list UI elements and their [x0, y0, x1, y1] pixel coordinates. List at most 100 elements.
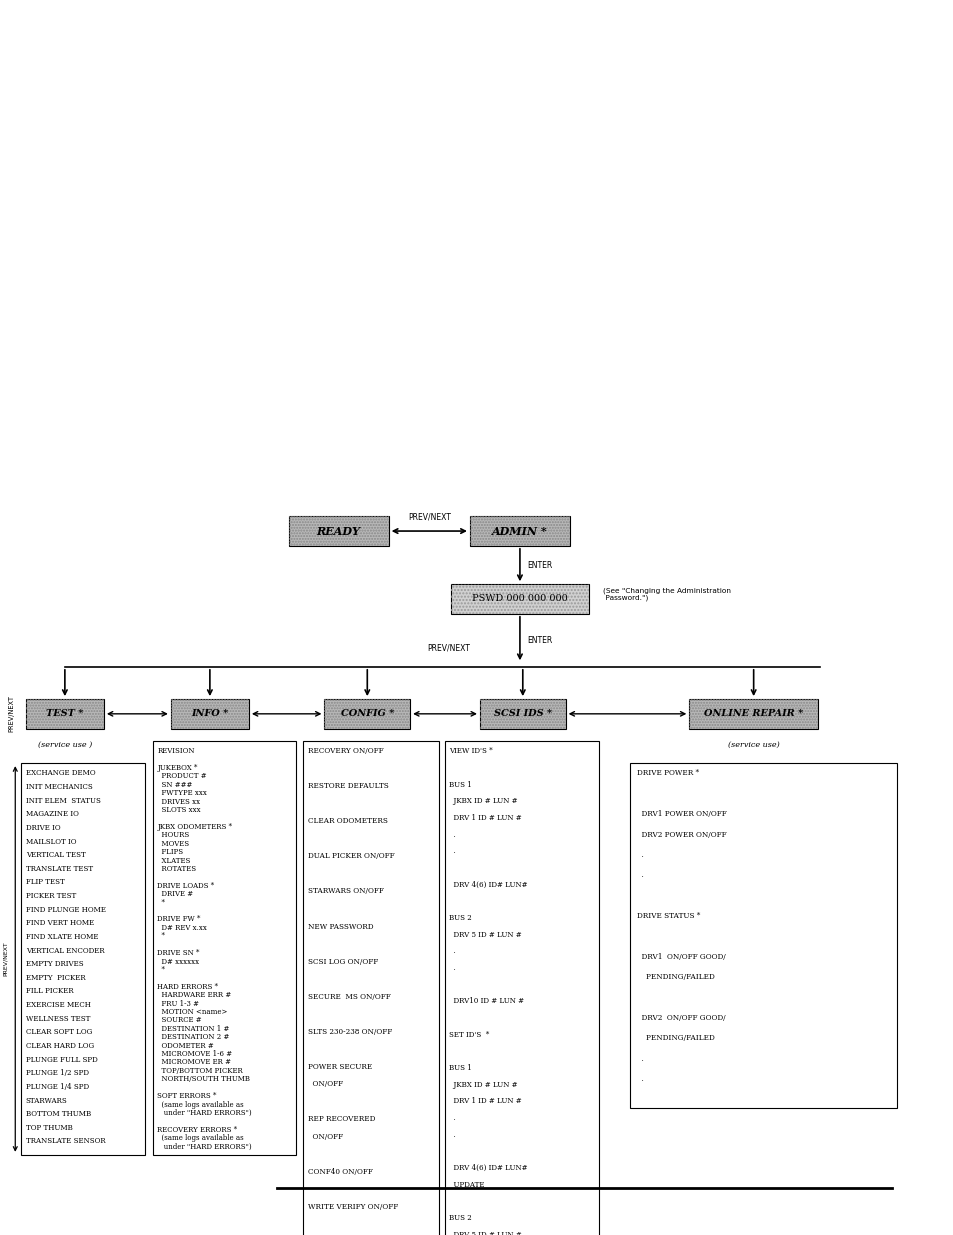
Text: ON/OFF: ON/OFF: [308, 1081, 343, 1088]
Bar: [688, 699, 818, 729]
Text: VERTICAL TEST: VERTICAL TEST: [26, 851, 86, 860]
Text: .: .: [449, 1131, 456, 1139]
Text: .: .: [449, 847, 456, 855]
Text: JKBX ID # LUN #: JKBX ID # LUN #: [449, 1081, 517, 1088]
Text: .: .: [449, 831, 456, 839]
Text: PREV/NEXT: PREV/NEXT: [3, 941, 9, 977]
Text: WRITE VERIFY ON/OFF: WRITE VERIFY ON/OFF: [308, 1203, 398, 1212]
Bar: [451, 584, 589, 614]
Bar: [152, 741, 295, 1155]
Text: CLEAR HARD LOG: CLEAR HARD LOG: [26, 1042, 93, 1050]
Text: DRV2 POWER ON/OFF: DRV2 POWER ON/OFF: [637, 831, 726, 839]
Text: SCSI LOG ON/OFF: SCSI LOG ON/OFF: [308, 957, 378, 966]
Text: DRV2  ON/OFF GOOD/: DRV2 ON/OFF GOOD/: [637, 1014, 725, 1021]
Text: MOTION <name>: MOTION <name>: [157, 1008, 228, 1016]
Text: MAILSLOT IO: MAILSLOT IO: [26, 837, 76, 846]
Text: EXERCISE MECH: EXERCISE MECH: [26, 1002, 91, 1009]
Text: BOTTOM THUMB: BOTTOM THUMB: [26, 1110, 91, 1118]
Text: DRIVE IO: DRIVE IO: [26, 824, 60, 832]
Text: BUS 1: BUS 1: [449, 781, 472, 788]
Text: REVISION: REVISION: [157, 747, 194, 755]
Text: PICKER TEST: PICKER TEST: [26, 892, 76, 900]
Bar: [288, 516, 389, 546]
Text: HARD ERRORS *: HARD ERRORS *: [157, 983, 218, 990]
Text: BUS 2: BUS 2: [449, 1214, 472, 1221]
Text: FILL PICKER: FILL PICKER: [26, 988, 73, 995]
Text: SCSI IDS *: SCSI IDS *: [494, 709, 551, 719]
Bar: [171, 699, 249, 729]
Text: BUS 1: BUS 1: [449, 1065, 472, 1072]
Text: DESTINATION 2 #: DESTINATION 2 #: [157, 1034, 230, 1041]
Text: DRV 5 ID # LUN #: DRV 5 ID # LUN #: [449, 931, 521, 939]
Bar: [21, 763, 145, 1155]
Text: DRV 1 ID # LUN #: DRV 1 ID # LUN #: [449, 1098, 521, 1105]
Text: ONLINE REPAIR *: ONLINE REPAIR *: [703, 709, 802, 719]
Bar: [288, 516, 389, 546]
Text: FIND VERT HOME: FIND VERT HOME: [26, 919, 94, 927]
Text: SLOTS xxx: SLOTS xxx: [157, 806, 201, 814]
Text: D# xxxxxx: D# xxxxxx: [157, 957, 199, 966]
Text: MICROMOVE ER #: MICROMOVE ER #: [157, 1058, 232, 1067]
Text: SOFT ERRORS *: SOFT ERRORS *: [157, 1092, 216, 1100]
Text: READY: READY: [316, 526, 360, 536]
Text: DRIVE FW *: DRIVE FW *: [157, 915, 200, 924]
Text: EMPTY  PICKER: EMPTY PICKER: [26, 974, 86, 982]
Text: HARDWARE ERR #: HARDWARE ERR #: [157, 992, 232, 999]
Text: INFO *: INFO *: [191, 709, 229, 719]
Text: JKBX ID # LUN #: JKBX ID # LUN #: [449, 798, 517, 805]
Text: CLEAR ODOMETERS: CLEAR ODOMETERS: [308, 818, 388, 825]
Bar: [469, 516, 570, 546]
Text: DUAL PICKER ON/OFF: DUAL PICKER ON/OFF: [308, 852, 395, 861]
Text: PREV/NEXT: PREV/NEXT: [427, 643, 469, 652]
Bar: [324, 699, 410, 729]
Text: PLUNGE 1/4 SPD: PLUNGE 1/4 SPD: [26, 1083, 89, 1091]
Text: STARWARS ON/OFF: STARWARS ON/OFF: [308, 888, 384, 895]
Text: SECURE  MS ON/OFF: SECURE MS ON/OFF: [308, 993, 391, 1000]
Text: DRIVE POWER *: DRIVE POWER *: [637, 769, 699, 777]
Text: TRANSLATE TEST: TRANSLATE TEST: [26, 864, 92, 873]
Text: STARWARS: STARWARS: [26, 1097, 68, 1104]
Text: D# REV x.xx: D# REV x.xx: [157, 924, 207, 932]
Text: ODOMETER #: ODOMETER #: [157, 1041, 213, 1050]
Text: ADMIN *: ADMIN *: [492, 526, 547, 536]
Text: ROTATES: ROTATES: [157, 864, 196, 873]
Text: JKBX ODOMETERS *: JKBX ODOMETERS *: [157, 823, 233, 831]
Text: SET ID'S  *: SET ID'S *: [449, 1031, 489, 1039]
Text: DRV 4(6) ID# LUN#: DRV 4(6) ID# LUN#: [449, 881, 527, 888]
Text: FIND XLATE HOME: FIND XLATE HOME: [26, 932, 98, 941]
Text: MOVES: MOVES: [157, 840, 190, 847]
Text: (same logs available as: (same logs available as: [157, 1100, 244, 1109]
Text: RECOVERY ERRORS *: RECOVERY ERRORS *: [157, 1126, 237, 1134]
Text: FWTYPE xxx: FWTYPE xxx: [157, 789, 207, 798]
Text: TEST *: TEST *: [46, 709, 84, 719]
Bar: [629, 763, 896, 1108]
Text: RESTORE DEFAULTS: RESTORE DEFAULTS: [308, 782, 389, 790]
Text: .: .: [449, 947, 456, 955]
Text: NEW PASSWORD: NEW PASSWORD: [308, 923, 374, 930]
Text: DRV1 POWER ON/OFF: DRV1 POWER ON/OFF: [637, 810, 726, 818]
Text: *: *: [157, 966, 165, 974]
Text: .: .: [449, 1114, 456, 1121]
Text: DRV1  ON/OFF GOOD/: DRV1 ON/OFF GOOD/: [637, 953, 725, 961]
Text: SOURCE #: SOURCE #: [157, 1016, 202, 1024]
Text: ON/OFF: ON/OFF: [308, 1132, 343, 1141]
Text: VIEW ID'S *: VIEW ID'S *: [449, 747, 493, 755]
Text: FIND PLUNGE HOME: FIND PLUNGE HOME: [26, 905, 106, 914]
Bar: [26, 699, 104, 729]
Text: EMPTY DRIVES: EMPTY DRIVES: [26, 961, 83, 968]
Text: EXCHANGE DEMO: EXCHANGE DEMO: [26, 769, 95, 777]
Text: .: .: [637, 1055, 643, 1062]
Text: (service use ): (service use ): [38, 741, 91, 748]
Text: DRV10 ID # LUN #: DRV10 ID # LUN #: [449, 998, 524, 1005]
Bar: [479, 699, 565, 729]
Text: DRIVE LOADS *: DRIVE LOADS *: [157, 882, 214, 889]
Bar: [479, 699, 565, 729]
Text: SLTS 230-238 ON/OFF: SLTS 230-238 ON/OFF: [308, 1028, 392, 1036]
Text: MICROMOVE 1-6 #: MICROMOVE 1-6 #: [157, 1050, 233, 1058]
Text: PREV/NEXT: PREV/NEXT: [408, 513, 450, 521]
Text: (service use): (service use): [727, 741, 779, 748]
Text: JUKEBOX *: JUKEBOX *: [157, 764, 197, 772]
Bar: [444, 741, 598, 1235]
Text: under "HARD ERRORS"): under "HARD ERRORS"): [157, 1142, 252, 1151]
Text: FLIP TEST: FLIP TEST: [26, 878, 65, 887]
